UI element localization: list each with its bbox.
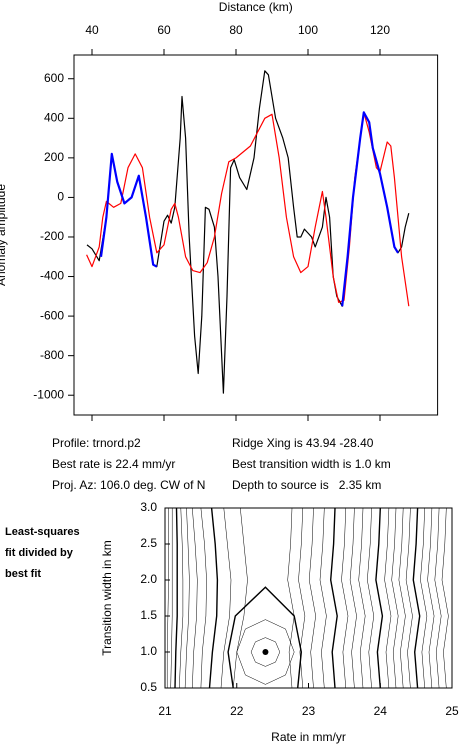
y-tick-label: 1.5 <box>140 608 157 622</box>
x-tick-label: 120 <box>370 23 390 37</box>
contour-line <box>166 508 169 688</box>
y-tick-label: 400 <box>44 110 64 124</box>
contour-line <box>384 507 392 689</box>
x-tick-label: 23 <box>302 704 316 718</box>
x-axis-label: Distance (km) <box>219 0 293 14</box>
info-text: Profile: trnord.p2 <box>52 436 141 450</box>
y-tick-label: -800 <box>40 348 64 362</box>
contour-line <box>427 507 435 689</box>
contour-line <box>298 507 306 689</box>
contour-line <box>227 586 303 689</box>
contour-line <box>220 507 232 689</box>
contour-line <box>391 507 399 689</box>
best-fit-point <box>262 649 269 655</box>
x-tick-label: 60 <box>157 23 171 37</box>
contour-line <box>412 507 421 689</box>
x-axis-label: Rate in mm/yr <box>271 730 346 744</box>
x-tick-label: 22 <box>230 704 244 718</box>
contour-line <box>341 507 349 689</box>
contour-line <box>192 507 198 689</box>
series-line <box>99 111 399 307</box>
info-text: Best transition width is 1.0 km <box>232 457 391 471</box>
side-note: best fit <box>5 568 41 580</box>
y-tick-label: 0.5 <box>140 680 157 694</box>
contour-line <box>174 507 178 689</box>
info-text: Depth to source is 2.35 km <box>232 478 381 492</box>
y-tick-label: 600 <box>44 71 64 85</box>
contour-line <box>329 507 338 689</box>
contour-line <box>441 507 449 689</box>
y-tick-label: -400 <box>40 269 64 283</box>
info-text: Ridge Xing is 43.94 -28.40 <box>232 436 374 450</box>
contour-line <box>200 507 207 689</box>
contour-line <box>170 508 173 689</box>
y-tick-label: 200 <box>44 150 64 164</box>
y-axis-label: Transition width in km <box>100 540 114 656</box>
y-tick-label: 2.0 <box>140 572 157 586</box>
contour-line <box>308 507 316 689</box>
contour-line <box>319 507 327 689</box>
contour-line <box>405 507 413 689</box>
contour-line <box>250 637 281 667</box>
side-note: Least-squares <box>5 526 80 538</box>
contour-line <box>375 507 384 689</box>
x-tick-label: 25 <box>445 704 459 718</box>
contour-line <box>287 507 295 689</box>
x-tick-label: 100 <box>298 23 318 37</box>
x-tick-label: 40 <box>85 23 99 37</box>
contour-line <box>358 507 366 689</box>
contour-line <box>420 507 428 689</box>
x-tick-label: 21 <box>158 704 172 718</box>
y-tick-label: 2.5 <box>140 536 157 550</box>
info-text: Best rate is 22.4 mm/yr <box>52 457 175 471</box>
side-note: fit divided by <box>5 547 74 559</box>
y-tick-label: 0 <box>57 190 64 204</box>
contour-line <box>184 507 190 689</box>
info-text: Proj. Az: 106.0 deg. CW of N <box>52 478 205 492</box>
contour-line <box>208 507 219 689</box>
contour-line <box>434 507 442 689</box>
y-tick-label: -1000 <box>33 387 64 401</box>
y-axis-label: Anomaly amplitude <box>0 184 8 286</box>
y-tick-label: -200 <box>40 229 64 243</box>
y-tick-label: 1.0 <box>140 644 157 658</box>
contour-line <box>349 507 357 689</box>
contour-line <box>367 507 375 689</box>
plot-frame <box>73 54 439 416</box>
y-tick-label: -600 <box>40 308 64 322</box>
contour-line <box>179 507 184 689</box>
contour-line <box>232 507 248 689</box>
contour-line <box>236 619 295 685</box>
contour-line <box>398 507 406 689</box>
x-tick-label: 80 <box>229 23 243 37</box>
x-tick-label: 24 <box>374 704 388 718</box>
y-tick-label: 3.0 <box>140 500 157 514</box>
